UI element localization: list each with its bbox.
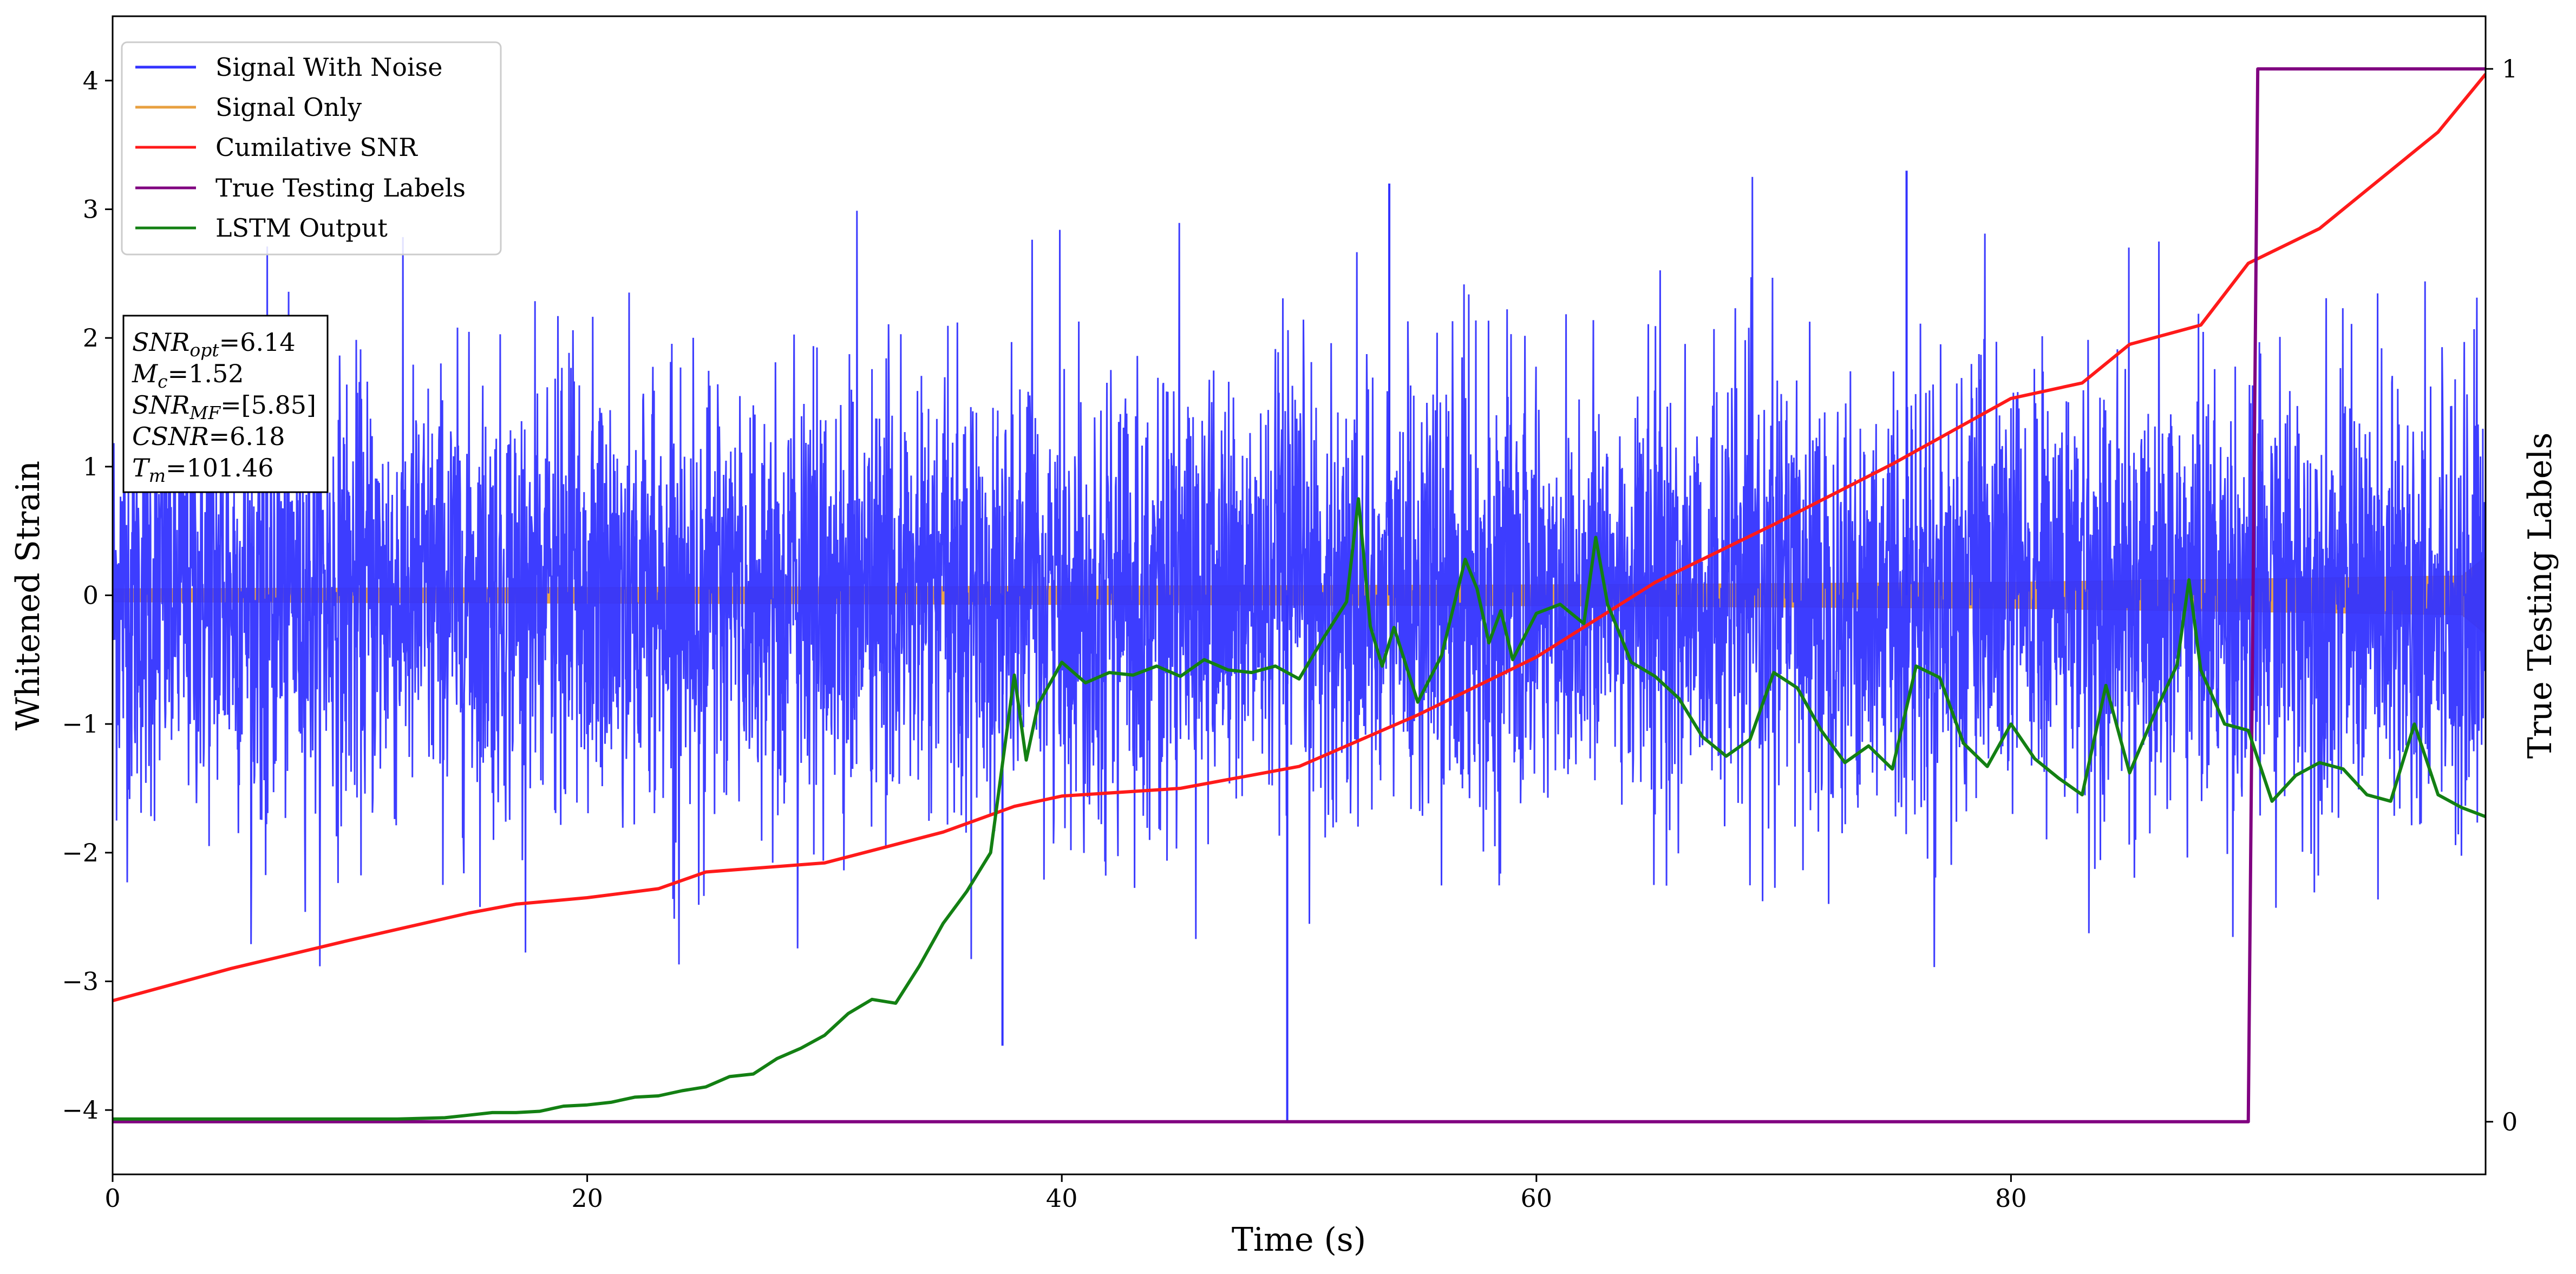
info-box: SNRopt=6.14Mc=1.52SNRMF=[5.85]CSNR=6.18T… xyxy=(122,315,329,493)
y-tick-label-4: 0 xyxy=(83,581,99,610)
y-tick-label-5: 1 xyxy=(83,452,99,481)
info-box-lines: SNRopt=6.14Mc=1.52SNRMF=[5.85]CSNR=6.18T… xyxy=(132,328,316,486)
cumilative-snr-line xyxy=(113,73,2486,1003)
x-tick-label-40: 40 xyxy=(1046,1184,1078,1213)
info-line-1: Mc=1.52 xyxy=(132,359,244,392)
signal-with-noise-line xyxy=(113,177,2486,968)
legend-entry-signal-with-noise: Signal With Noise xyxy=(135,53,442,82)
y-tick-label-2: −2 xyxy=(62,838,99,867)
legend: Signal With Noise Signal Only Cumilative… xyxy=(121,41,502,256)
info-line-3: CSNR=6.18 xyxy=(132,422,285,451)
y2-tick-label-1: 1 xyxy=(2502,54,2518,83)
legend-label-cumilative-snr: Cumilative SNR xyxy=(215,133,418,162)
legend-label-lstm-output: LSTM Output xyxy=(215,213,388,243)
legend-label-signal-with-noise: Signal With Noise xyxy=(215,53,442,82)
lstm-output-line xyxy=(113,497,2486,1121)
legend-entry-true-testing-labels: True Testing Labels xyxy=(135,173,466,202)
x-tick-label-0: 0 xyxy=(104,1184,120,1213)
legend-entry-cumilative-snr: Cumilative SNR xyxy=(135,133,418,162)
line-series-group xyxy=(113,67,2486,1123)
plot-area xyxy=(113,67,2486,1123)
info-line-4: Tm=101.46 xyxy=(132,453,273,486)
y2-axis-title: True Testing Labels xyxy=(2521,433,2559,759)
signal-with-noise-series xyxy=(113,171,2486,1123)
y-tick-label-3: −1 xyxy=(62,709,99,739)
x-axis: 0 20 40 60 80 xyxy=(104,1174,2027,1213)
legend-box xyxy=(121,41,502,256)
y-tick-label-8: 4 xyxy=(83,66,99,95)
true-testing-labels-line xyxy=(113,67,2486,1123)
y-tick-label-6: 2 xyxy=(83,323,99,352)
x-axis-title: Time (s) xyxy=(1232,1221,1366,1259)
info-line-0: SNRopt=6.14 xyxy=(132,328,296,361)
x-tick-label-80: 80 xyxy=(1995,1184,2027,1213)
info-line-2: SNRMF=[5.85] xyxy=(132,390,316,423)
x-tick-label-20: 20 xyxy=(571,1184,603,1213)
y-axis: −4 −3 −2 −1 0 1 2 3 4 xyxy=(62,66,113,1125)
legend-entry-signal-only: Signal Only xyxy=(135,93,362,122)
y2-axis: 01 xyxy=(2486,54,2518,1136)
y-tick-label-1: −3 xyxy=(62,967,99,996)
y-tick-label-7: 3 xyxy=(83,195,99,224)
x-tick-label-60: 60 xyxy=(1521,1184,1553,1213)
legend-label-true-testing-labels: True Testing Labels xyxy=(215,173,466,202)
y-axis-title: Whitened Strain xyxy=(9,461,47,730)
legend-label-signal-only: Signal Only xyxy=(215,93,362,122)
y2-tick-label-0: 0 xyxy=(2502,1107,2518,1136)
y-tick-label-0: −4 xyxy=(62,1095,99,1125)
legend-entry-lstm-output: LSTM Output xyxy=(135,213,388,243)
info-box-frame xyxy=(122,315,329,493)
